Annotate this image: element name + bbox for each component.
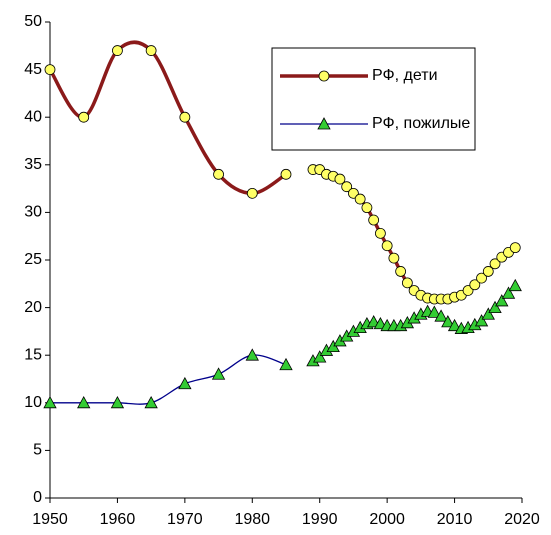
- y-tick-label: 0: [33, 489, 42, 506]
- data-point: [508, 278, 522, 292]
- y-tick-label: 15: [24, 346, 42, 363]
- legend-label: РФ, пожилые: [372, 115, 470, 132]
- y-tick-label: 35: [24, 156, 42, 173]
- y-tick-label: 30: [24, 204, 42, 221]
- x-tick-label: 1980: [234, 511, 270, 528]
- x-tick-label: 2010: [437, 511, 473, 528]
- data-point: [354, 193, 366, 205]
- data-point: [245, 348, 259, 361]
- data-point: [78, 111, 90, 123]
- y-tick-label: 25: [24, 251, 42, 268]
- data-point: [395, 266, 407, 277]
- y-tick-label: 10: [24, 394, 42, 411]
- data-point: [501, 286, 516, 299]
- legend-marker: [318, 70, 330, 82]
- data-point: [476, 272, 487, 284]
- data-point: [434, 309, 448, 322]
- x-tick-label: 1970: [167, 511, 203, 528]
- data-point: [246, 187, 258, 199]
- y-tick-label: 50: [24, 13, 42, 30]
- legend-marker: [317, 117, 331, 130]
- data-point: [77, 395, 91, 409]
- data-point: [427, 305, 442, 318]
- data-point: [401, 277, 413, 289]
- x-tick-label: 1990: [302, 511, 338, 528]
- data-point: [112, 45, 123, 56]
- x-tick-label: 1950: [32, 511, 68, 528]
- data-point: [381, 240, 393, 252]
- data-point: [144, 395, 158, 409]
- data-point: [489, 258, 501, 270]
- data-point: [469, 279, 481, 291]
- data-point: [482, 266, 494, 277]
- data-point: [441, 315, 455, 328]
- data-point: [361, 202, 373, 214]
- data-point: [509, 242, 521, 254]
- data-point: [43, 395, 57, 409]
- data-point: [313, 350, 327, 363]
- data-point: [374, 227, 386, 239]
- y-tick-label: 5: [33, 442, 42, 459]
- y-tick-label: 45: [24, 61, 42, 78]
- data-point: [179, 111, 191, 123]
- data-point: [44, 64, 56, 75]
- data-point: [495, 294, 509, 307]
- data-point: [110, 395, 125, 409]
- data-point: [279, 357, 293, 371]
- y-tick-label: 40: [24, 108, 42, 125]
- data-point: [178, 376, 192, 390]
- y-tick-label: 20: [24, 299, 42, 316]
- data-point: [368, 214, 380, 226]
- x-tick-label: 1960: [100, 511, 136, 528]
- legend: РФ, дети РФ, пожилые: [271, 47, 476, 151]
- legend-label: РФ, дети: [372, 67, 438, 84]
- x-tick-label: 2020: [504, 511, 540, 528]
- data-point: [481, 307, 495, 320]
- data-point: [280, 168, 292, 180]
- data-point: [213, 168, 224, 180]
- data-point: [488, 300, 502, 314]
- data-point: [211, 367, 226, 380]
- x-tick-label: 2000: [369, 511, 405, 528]
- data-point: [334, 173, 346, 185]
- data-point: [341, 181, 353, 193]
- data-point: [474, 314, 489, 327]
- data-point: [447, 318, 462, 332]
- legend-box: [271, 47, 476, 151]
- data-point: [145, 45, 157, 56]
- data-point: [388, 252, 400, 264]
